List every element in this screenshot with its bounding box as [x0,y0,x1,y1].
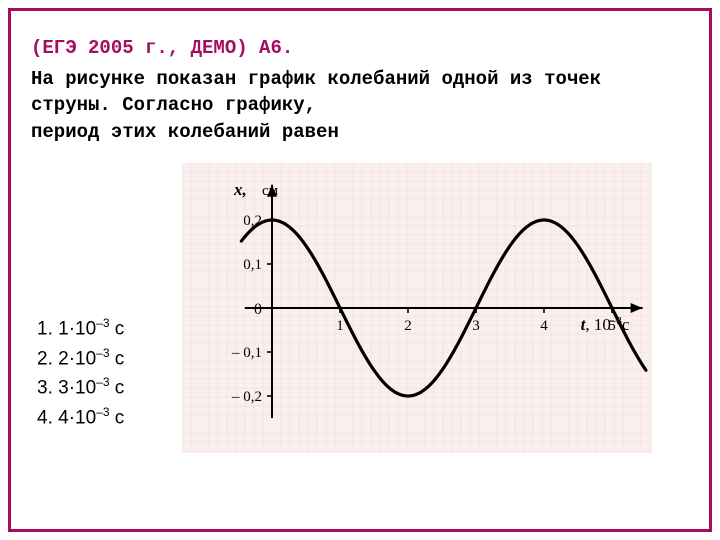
answer-option: 4. 4·10–3 с [37,403,124,433]
content-area: (ЕГЭ 2005 г., ДЕМО) А6. На рисунке показ… [11,11,709,529]
oscillation-chart: 123450,10,2– 0,1– 0,20x, смt, 10–3с [182,163,652,453]
svg-text:2: 2 [404,318,412,334]
header: (ЕГЭ 2005 г., ДЕМО) А6. [31,35,689,62]
svg-text:см: см [262,183,279,199]
svg-text:4: 4 [540,318,548,334]
svg-text:– 0,2: – 0,2 [231,389,262,405]
problem-line-1: На рисунке показан график колебаний одно… [31,68,601,117]
svg-text:0: 0 [254,301,262,318]
answer-option: 3. 3·10–3 с [37,373,124,403]
outer-frame: (ЕГЭ 2005 г., ДЕМО) А6. На рисунке показ… [8,8,712,532]
source-label: (ЕГЭ 2005 г., ДЕМО) А6. [31,37,293,59]
svg-text:1: 1 [336,318,344,334]
svg-text:x,: x, [233,180,247,199]
svg-text:0,1: 0,1 [243,257,262,273]
answers-list: 1. 1·10–3 с 2. 2·10–3 с 3. 3·10–3 с 4. 4… [31,314,124,433]
problem-text: На рисунке показан график колебаний одно… [31,66,689,146]
answer-option: 1. 1·10–3 с [37,314,124,344]
answer-option: 2. 2·10–3 с [37,344,124,374]
svg-text:– 0,1: – 0,1 [231,345,262,361]
main-area: 1. 1·10–3 с 2. 2·10–3 с 3. 3·10–3 с 4. 4… [31,163,689,453]
problem-line-2: период этих колебаний равен [31,121,339,143]
chart-container: 123450,10,2– 0,1– 0,20x, смt, 10–3с [144,163,689,453]
svg-text:3: 3 [472,318,480,334]
